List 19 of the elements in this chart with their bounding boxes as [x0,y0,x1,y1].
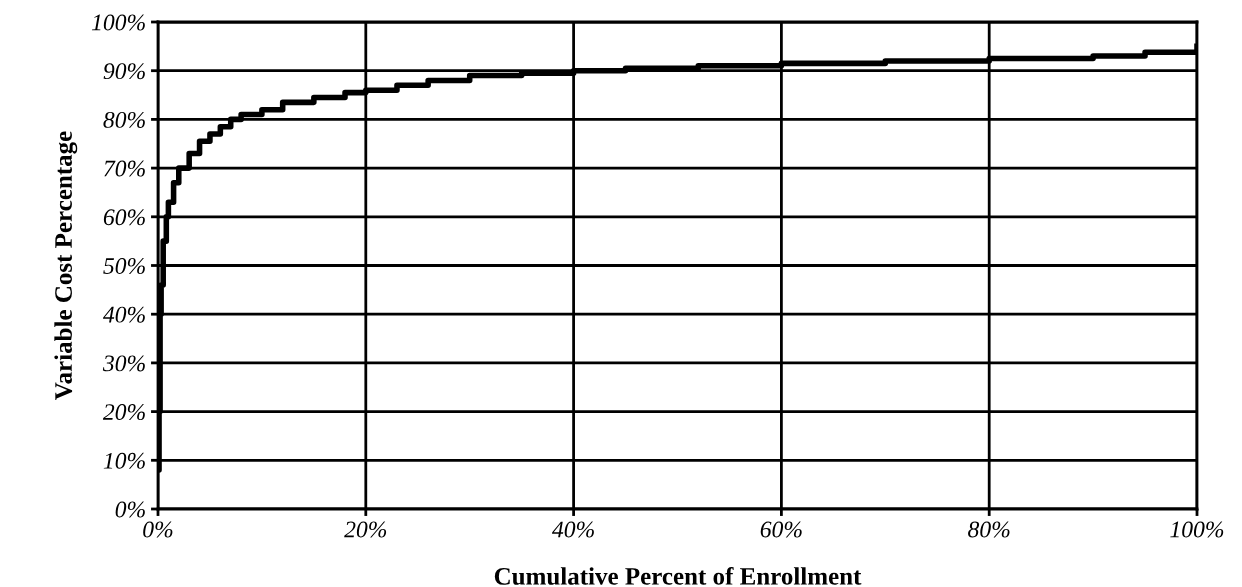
x-tick-label: 40% [552,521,594,538]
y-tick-label: 80% [103,111,145,128]
x-tick-label: 0% [143,521,173,538]
y-tick-label: 100% [91,14,145,31]
x-tick-label: 100% [1170,521,1224,538]
x-tick-label: 20% [344,521,387,538]
y-tick-label: 40% [102,306,145,323]
y-axis-title: Variable Cost Percentage [54,131,78,400]
y-tick-label: 60% [103,209,145,226]
y-tick-label: 50% [103,257,145,274]
x-axis-title: Cumulative Percent of Enrollment [494,566,862,585]
x-tick-label: 80% [968,521,1010,538]
x-tick-label: 60% [760,521,802,538]
y-tick-label: 20% [102,404,145,421]
y-tick-label: 30% [102,355,145,372]
y-tick-label: 10% [103,452,145,469]
y-tick-label: 90% [103,63,145,80]
y-tick-label: 0% [115,501,145,518]
y-tick-label: 70% [104,160,145,177]
